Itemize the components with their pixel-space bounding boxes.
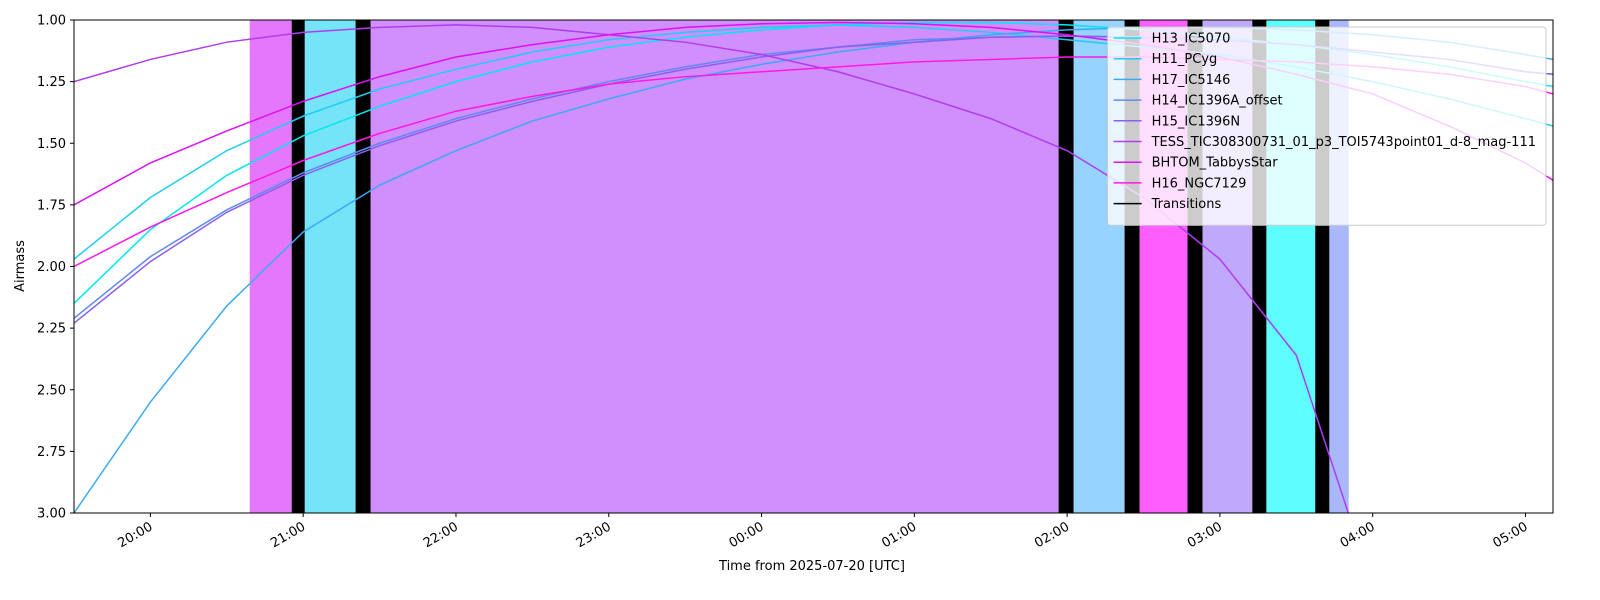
y-tick-label: 3.00 xyxy=(37,507,66,522)
legend-label: H17_IC5146 xyxy=(1152,73,1231,88)
legend-label: BHTOM_TabbysStar xyxy=(1152,156,1279,171)
transition xyxy=(355,20,371,513)
y-tick-label: 1.50 xyxy=(37,137,66,152)
legend-label: H13_IC5070 xyxy=(1152,32,1231,47)
y-axis-label: Airmass xyxy=(13,240,28,292)
x-axis-label: Time from 2025-07-20 [UTC] xyxy=(718,559,905,574)
x-tick-label: 02:00 xyxy=(1032,519,1072,551)
legend-label: Transitions xyxy=(1151,197,1222,212)
x-tick-label: 21:00 xyxy=(268,519,308,551)
transition xyxy=(291,20,305,513)
legend-box xyxy=(1107,26,1547,226)
x-tick-label: 05:00 xyxy=(1491,519,1531,551)
legend-label: TESS_TIC308300731_01_p3_TOI5743point01_d… xyxy=(1151,135,1536,150)
legend-label: H16_NGC7129 xyxy=(1152,176,1247,191)
y-tick-label: 1.25 xyxy=(37,75,66,90)
y-tick-label: 2.75 xyxy=(37,445,66,460)
x-tick-label: 04:00 xyxy=(1338,519,1378,551)
block xyxy=(370,20,1059,513)
legend: H13_IC5070 H11_PCyg H17_IC5146 H14_IC1396A_… xyxy=(1107,26,1547,226)
y-tick-label: 1.75 xyxy=(37,198,66,213)
x-tick-label: 23:00 xyxy=(574,519,614,551)
legend-label: H15_IC1396N xyxy=(1152,114,1241,129)
y-tick-label: 2.50 xyxy=(37,383,66,398)
legend-label: H11_PCyg xyxy=(1152,52,1218,67)
legend-label: H14_IC1396A_offset xyxy=(1152,94,1283,109)
block xyxy=(304,20,356,513)
y-tick-label: 2.00 xyxy=(37,260,66,275)
y-tick-label: 2.25 xyxy=(37,322,66,337)
block xyxy=(249,20,292,513)
x-tick-label: 00:00 xyxy=(727,519,767,551)
x-tick-label: 01:00 xyxy=(879,519,919,551)
y-tick-label: 1.00 xyxy=(37,14,66,29)
x-tick-label: 20:00 xyxy=(115,519,155,551)
transition xyxy=(1058,20,1074,513)
x-tick-label: 22:00 xyxy=(421,519,461,551)
x-tick-label: 03:00 xyxy=(1185,519,1225,551)
